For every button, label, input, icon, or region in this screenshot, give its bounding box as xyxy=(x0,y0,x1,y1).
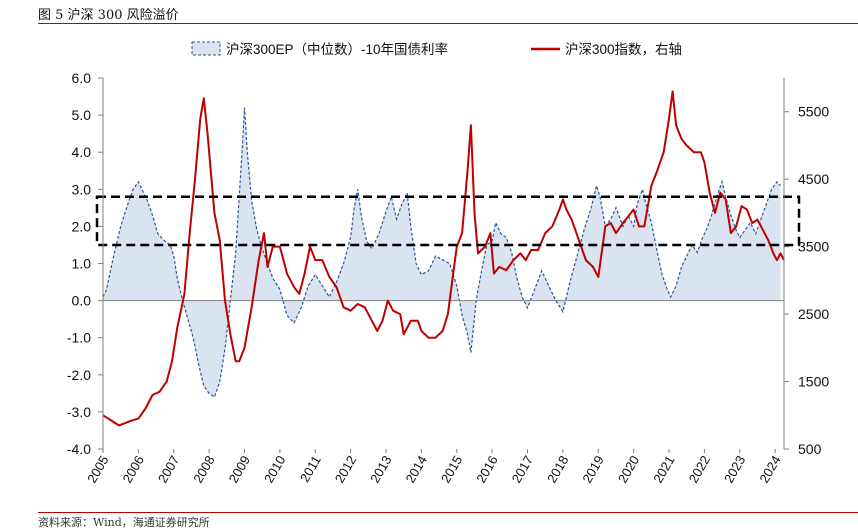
left-tick-label: -4.0 xyxy=(67,441,91,457)
source-note: 资料来源：Wind，海通证券研究所 xyxy=(38,516,210,529)
index-series-line xyxy=(102,90,785,427)
x-tick-label: 2022 xyxy=(686,453,713,486)
x-tick-label: 2024 xyxy=(756,453,783,486)
x-tick-label: 2021 xyxy=(650,453,677,486)
right-tick-label: 2500 xyxy=(798,306,829,322)
right-tick-label: 4500 xyxy=(798,171,829,187)
title-rule xyxy=(38,23,858,24)
x-tick-label: 2005 xyxy=(84,453,111,486)
legend: 沪深300EP（中位数）-10年国债利率 沪深300指数，右轴 xyxy=(191,41,682,57)
x-tick-label: 2018 xyxy=(544,453,571,486)
chart: 沪深300EP（中位数）-10年国债利率 沪深300指数，右轴 6.0 5.0 4.… xyxy=(67,41,829,486)
x-tick-label: 2011 xyxy=(297,453,324,485)
x-tick-label: 2008 xyxy=(190,453,217,486)
left-tick-label: 1.0 xyxy=(72,256,92,272)
plot-area xyxy=(95,90,801,427)
figure-title: 图 5 沪深 300 风险溢价 xyxy=(38,8,179,23)
x-tick-label: 2014 xyxy=(403,453,430,486)
left-tick-label: 4.0 xyxy=(72,144,92,160)
right-tick-label: 500 xyxy=(798,441,822,457)
x-tick-label: 2007 xyxy=(155,453,182,486)
left-tick-label: 2.0 xyxy=(72,218,92,234)
left-tick-label: 6.0 xyxy=(72,70,92,86)
x-tick-label: 2006 xyxy=(120,453,147,486)
x-tick-label: 2023 xyxy=(721,453,748,486)
left-tick-label: 3.0 xyxy=(72,181,92,197)
x-tick-label: 2016 xyxy=(473,453,500,486)
left-tick-label: -3.0 xyxy=(67,404,91,420)
x-tick-label: 2015 xyxy=(438,453,465,486)
ep-area xyxy=(103,107,781,398)
right-axis-ticks: 5500 4500 3500 2500 1500 500 xyxy=(784,104,829,457)
footer-rule xyxy=(38,512,858,513)
legend-swatch-ep xyxy=(191,41,221,56)
x-tick-label: 2013 xyxy=(367,453,394,486)
x-tick-label: 2017 xyxy=(509,453,536,486)
legend-label-ep: 沪深300EP（中位数）-10年国债利率 xyxy=(226,41,448,57)
x-tick-label: 2009 xyxy=(226,453,253,486)
right-tick-label: 5500 xyxy=(798,104,829,120)
right-tick-label: 1500 xyxy=(798,374,829,390)
x-tick-label: 2012 xyxy=(332,453,359,486)
x-tick-label: 2010 xyxy=(261,453,288,486)
left-tick-label: -2.0 xyxy=(67,367,91,383)
valuation-band-box xyxy=(95,195,801,247)
left-axis-ticks: 6.0 5.0 4.0 3.0 2.0 1.0 0.0 -1.0 -2.0 -3.0 -4.0 xyxy=(67,70,103,457)
ep-series-line xyxy=(102,107,781,399)
left-tick-label: 5.0 xyxy=(72,107,92,123)
legend-label-index: 沪深300指数，右轴 xyxy=(565,42,682,57)
left-tick-label: -1.0 xyxy=(67,330,91,346)
x-tick-label: 2020 xyxy=(615,453,642,486)
x-axis-ticks: 2005 2006 2007 2008 2009 2010 2011 2012 2013 2014… xyxy=(84,449,784,486)
x-tick-label: 2019 xyxy=(579,453,606,486)
left-tick-label: 0.0 xyxy=(72,293,92,309)
right-tick-label: 3500 xyxy=(798,239,829,255)
